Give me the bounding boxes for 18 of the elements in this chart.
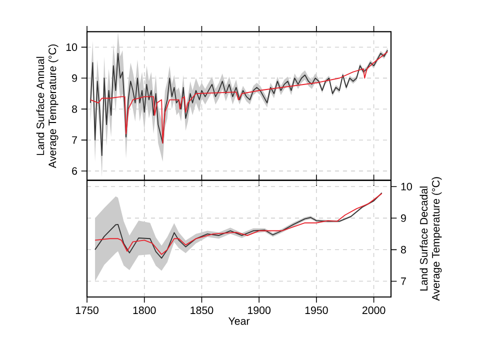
x-tick-label: 1950 xyxy=(305,306,328,314)
x-axis-title: Year xyxy=(228,317,250,325)
x-tick-label: 2000 xyxy=(362,306,386,314)
y2-tick-label: 10 xyxy=(401,182,412,190)
y-tick-label: 10 xyxy=(66,43,78,51)
y2-tick-label: 9 xyxy=(401,214,406,222)
y2-axis-title: Land Surface Decadal Average Temperature (°C) xyxy=(420,177,442,301)
y-tick-label: 8 xyxy=(72,105,78,113)
x-tick-label: 1800 xyxy=(133,306,156,314)
y-axis-title: Land Surface Annual Average Temperature (°C) xyxy=(36,44,58,168)
y2-tick-label: 8 xyxy=(400,246,406,254)
x-tick-label: 1750 xyxy=(76,306,98,314)
y-tick-label: 9 xyxy=(72,74,77,82)
y-tick-label: 6 xyxy=(72,167,78,175)
x-tick-label: 1900 xyxy=(248,306,271,314)
y-tick-label: 7 xyxy=(72,136,77,144)
y2-tick-label: 7 xyxy=(401,278,406,285)
x-tick-label: 1850 xyxy=(190,306,214,314)
